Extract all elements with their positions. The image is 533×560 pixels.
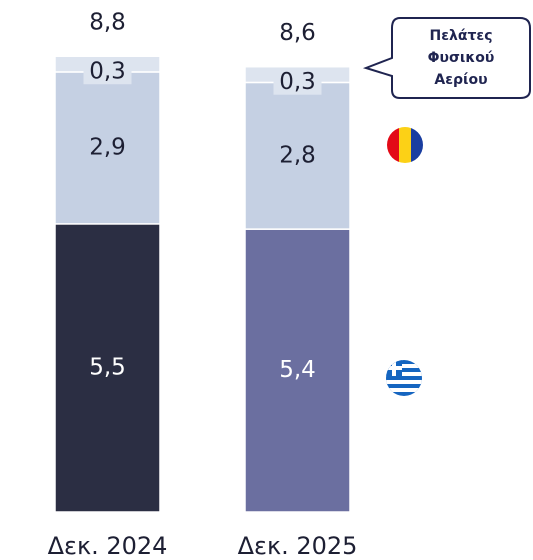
data-label: 5,4 bbox=[279, 357, 316, 383]
callout-box bbox=[362, 17, 531, 99]
callout bbox=[362, 17, 531, 99]
bar-segment bbox=[54, 71, 161, 225]
data-label: 5,5 bbox=[89, 354, 126, 380]
annotation: Αερίου bbox=[434, 72, 487, 88]
data-label: 2,8 bbox=[279, 142, 316, 168]
data-label: 0,3 bbox=[89, 59, 126, 85]
label-bg bbox=[83, 58, 132, 85]
bar-segment bbox=[244, 228, 351, 513]
x-tick-label: Δεκ. 2025 bbox=[238, 532, 358, 560]
flag-greece bbox=[386, 360, 422, 396]
label-bg bbox=[273, 68, 322, 95]
annotation: Πελάτες bbox=[429, 28, 492, 44]
total-label: 8,6 bbox=[279, 20, 316, 46]
data-label: 2,9 bbox=[89, 134, 126, 160]
flag-romania bbox=[387, 127, 423, 163]
x-tick-label: Δεκ. 2024 bbox=[48, 532, 168, 560]
total-label: 8,8 bbox=[89, 10, 126, 36]
annotation: Φυσικού bbox=[428, 50, 495, 66]
data-label: 0,3 bbox=[279, 69, 316, 95]
bar-segment bbox=[54, 223, 161, 513]
bar-segment bbox=[244, 81, 351, 230]
